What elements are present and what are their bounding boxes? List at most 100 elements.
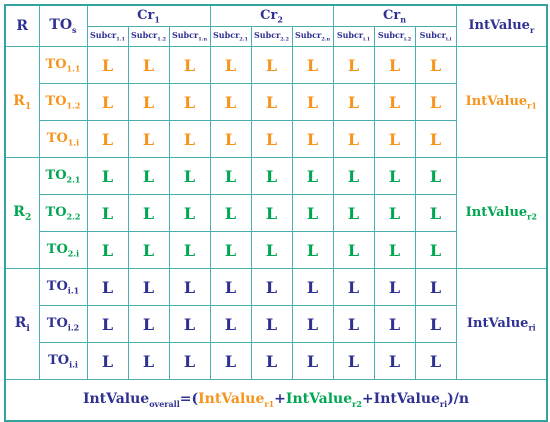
- to-label-text: TO: [46, 315, 68, 331]
- level-cell: L: [291, 120, 334, 158]
- level-cell: L: [373, 342, 416, 380]
- level-cell: L: [373, 46, 416, 84]
- level-cell: L: [373, 120, 416, 158]
- level-cell: L: [127, 342, 170, 380]
- level-cell: L: [414, 342, 457, 380]
- to-label-sub: i.1: [67, 285, 80, 296]
- formula-close: )/n: [447, 391, 470, 408]
- formula-plus: +: [274, 391, 286, 408]
- to-label-sub: 1.i: [67, 137, 80, 148]
- subcriterion-label: Subcr: [254, 30, 281, 41]
- criterion-2-sub: 2: [277, 14, 283, 25]
- header-tos-label: TO: [49, 17, 73, 34]
- level-cell: L: [127, 83, 170, 121]
- to-label-sub: 1.1: [66, 63, 81, 74]
- level-cell: L: [209, 268, 252, 306]
- to-label: TOi.1: [38, 268, 88, 306]
- level-cell: L: [291, 342, 334, 380]
- level-cell: L: [414, 231, 457, 269]
- to-label-text: TO: [45, 93, 67, 109]
- criterion-n-sub: n: [400, 14, 407, 25]
- level-cell: L: [168, 305, 211, 343]
- to-label: TO2.i: [38, 231, 88, 269]
- level-cell: L: [127, 157, 170, 195]
- level-cell: L: [209, 305, 252, 343]
- level-cell: L: [332, 46, 375, 84]
- formula-eq-open: =(: [179, 391, 199, 408]
- to-label-text: TO: [45, 167, 67, 183]
- table-row: TO2.2 L L L L L L L L L: [5, 194, 547, 232]
- subcriterion-label: Subcr: [90, 30, 117, 41]
- formula-term-r2-sub: r2: [352, 398, 362, 409]
- criterion-2-label: Cr: [260, 7, 278, 23]
- level-cell: L: [168, 268, 211, 306]
- r-label: R: [14, 314, 27, 331]
- group-intvalue: IntValueri: [455, 268, 548, 380]
- to-label: TOi.i: [38, 342, 88, 380]
- subcriterion-header: Subcr2.1: [209, 26, 252, 47]
- subcriterion-sub: i.i: [445, 36, 452, 43]
- subcriterion-label: Subcr: [294, 30, 322, 41]
- subcriterion-header: Subcri.2: [373, 26, 416, 47]
- level-cell: L: [414, 120, 457, 158]
- level-cell: L: [86, 120, 129, 158]
- level-cell: L: [168, 83, 211, 121]
- subcriterion-sub: 1.n: [198, 36, 208, 43]
- level-cell: L: [250, 194, 293, 232]
- overall-formula: IntValueoverall=(IntValuer1+IntValuer2+I…: [4, 379, 548, 422]
- to-label-text: TO: [45, 56, 67, 72]
- subcriterion-sub: 2.2: [280, 36, 289, 43]
- table-row: R1 TO1.1 L L L L L L L L L IntValuer1: [4, 46, 548, 158]
- level-cell: L: [86, 157, 129, 195]
- subcriterion-sub: i.2: [404, 36, 412, 43]
- intvalue-sub: ri: [528, 322, 536, 333]
- to-label-text: TO: [46, 241, 68, 257]
- level-cell: L: [168, 194, 211, 232]
- subcriterion-sub: i.1: [363, 36, 371, 43]
- level-cell: L: [291, 46, 334, 84]
- level-cell: L: [250, 342, 293, 380]
- criterion-n-label: Cr: [383, 7, 401, 23]
- level-cell: L: [291, 157, 334, 195]
- table-row: TO2.i L L L L L L L L L: [5, 231, 547, 269]
- level-cell: L: [127, 305, 170, 343]
- header-tos-sub: s: [72, 24, 77, 35]
- subcriterion-label: Subcr: [336, 30, 364, 41]
- level-cell: L: [373, 83, 416, 121]
- level-cell: L: [332, 342, 375, 380]
- level-cell: L: [250, 157, 293, 195]
- level-cell: L: [414, 83, 457, 121]
- formula-term-ri-sub: ri: [439, 398, 448, 409]
- subcriterion-label: Subcr: [377, 30, 405, 41]
- header-intvalue-label: IntValue: [468, 18, 530, 34]
- to-label-text: TO: [48, 352, 70, 368]
- header-criterion-1: Cr1: [86, 4, 211, 27]
- level-cell: L: [209, 120, 252, 158]
- level-cell: L: [332, 120, 375, 158]
- formula-lhs-sub: overall: [149, 398, 180, 409]
- level-cell: L: [86, 268, 129, 306]
- level-cell: L: [332, 157, 375, 195]
- level-cell: L: [414, 157, 457, 195]
- level-cell: L: [332, 194, 375, 232]
- level-cell: L: [373, 305, 416, 343]
- subcriterion-sub: 2.n: [321, 36, 331, 43]
- subcriterion-sub: 1.1: [116, 36, 125, 43]
- level-cell: L: [332, 231, 375, 269]
- level-cell: L: [291, 194, 334, 232]
- subcriterion-header: Subcr1.2: [127, 26, 170, 47]
- level-cell: L: [291, 231, 334, 269]
- level-cell: L: [86, 194, 129, 232]
- matrix-body: R1 TO1.1 L L L L L L L L L IntValuer1 TO1.2 L L L L L L L L L…: [4, 46, 548, 380]
- level-cell: L: [291, 305, 334, 343]
- level-cell: L: [291, 268, 334, 306]
- subcriterion-header: Subcr1.n: [168, 26, 211, 47]
- level-cell: L: [168, 46, 211, 84]
- subcriterion-header: Subcri.i: [414, 26, 457, 47]
- level-cell: L: [209, 342, 252, 380]
- level-cell: L: [168, 157, 211, 195]
- r-group-label: R2: [4, 157, 40, 269]
- table-row: R2 TO2.1 L L L L L L L L L IntValuer2: [4, 157, 548, 269]
- level-cell: L: [209, 157, 252, 195]
- level-cell: L: [127, 268, 170, 306]
